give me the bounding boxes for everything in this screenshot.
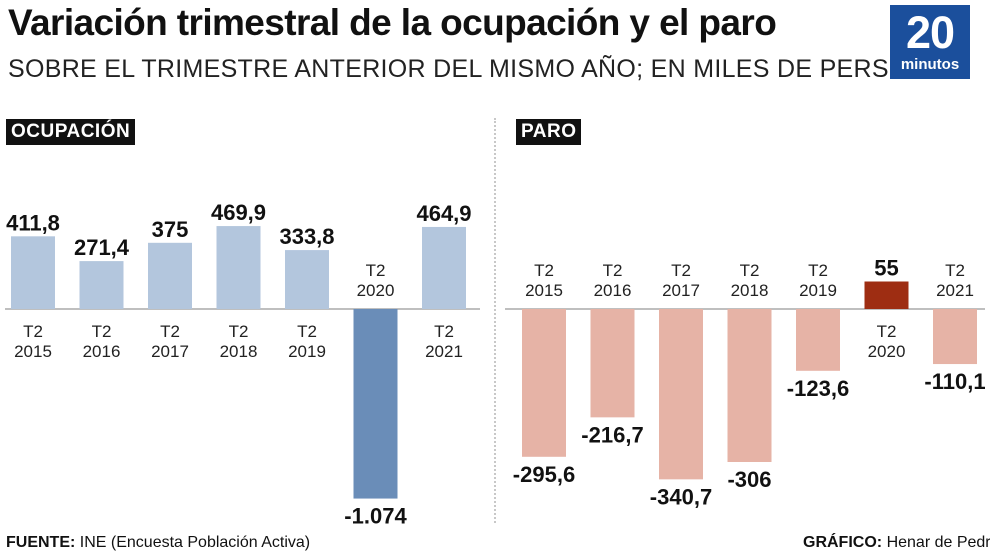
source-label: FUENTE: (6, 534, 76, 551)
paro-bar (864, 281, 909, 309)
ocupacion-category-year: 2021 (425, 342, 463, 361)
ocupacion-value-label: -1.074 (344, 504, 407, 529)
paro-category-year: 2016 (594, 281, 632, 300)
ocupacion-bar (353, 309, 398, 499)
source-text: INE (Encuesta Población Activa) (79, 534, 311, 551)
credit-note: GRÁFICO: Henar de Pedro (803, 534, 990, 552)
paro-category-year: 2019 (799, 281, 837, 300)
ocupacion-category-label: T2 (297, 322, 317, 341)
paro-value-label: -123,6 (787, 376, 849, 401)
ocupacion-category-year: 2019 (288, 342, 326, 361)
paro-bar (590, 309, 635, 418)
paro-category-label: T2 (671, 261, 691, 280)
ocupacion-bar (422, 226, 466, 309)
ocupacion-category-label: T2 (434, 322, 454, 341)
paro-value-label: -340,7 (650, 484, 712, 509)
paro-category-label: T2 (534, 261, 554, 280)
ocupacion-category-year: 2020 (357, 281, 395, 300)
paro-bar (933, 309, 977, 365)
paro-category-label: T2 (808, 261, 828, 280)
ocupacion-value-label: 375 (152, 217, 189, 242)
ocupacion-category-label: T2 (92, 322, 112, 341)
ocupacion-category-label: T2 (366, 261, 386, 280)
paro-value-label: -110,1 (924, 369, 985, 394)
paro-bar (522, 309, 566, 457)
paro-label: PARO (516, 119, 582, 145)
ocupacion-value-label: 464,9 (416, 201, 471, 226)
chart-subtitle: SOBRE EL TRIMESTRE ANTERIOR DEL MISMO AÑ… (8, 55, 961, 83)
credit-label: GRÁFICO: (803, 534, 883, 551)
ocupacion-category-year: 2015 (14, 342, 52, 361)
paro-category-label: T2 (877, 322, 897, 341)
ocupacion-label: OCUPACIÓN (6, 119, 136, 145)
ocupacion-category-label: T2 (160, 322, 180, 341)
paro-value-label: -295,6 (513, 462, 575, 487)
paro-bar (796, 309, 840, 371)
paro-category-label: T2 (603, 261, 623, 280)
chart-title: Variación trimestral de la ocupación y e… (8, 2, 777, 43)
paro-bar (659, 309, 703, 480)
paro-value-label: -216,7 (581, 422, 643, 447)
paro-value-label: -306 (727, 467, 771, 492)
paro-category-label: T2 (945, 261, 965, 280)
credit-text: Henar de Pedro (886, 534, 990, 551)
logo-number: 20 (905, 7, 955, 58)
ocupacion-bar (79, 261, 124, 309)
ocupacion-value-label: 469,9 (211, 200, 266, 225)
paro-category-year: 2021 (936, 281, 974, 300)
ocupacion-bar (148, 242, 192, 309)
ocupacion-category-year: 2017 (151, 342, 189, 361)
paro-category-year: 2017 (662, 281, 700, 300)
paro-value-label: 55 (874, 256, 898, 281)
ocupacion-category-label: T2 (23, 322, 43, 341)
ocupacion-category-year: 2018 (220, 342, 258, 361)
ocupacion-value-label: 333,8 (279, 224, 334, 249)
source-note: FUENTE: INE (Encuesta Población Activa) (6, 534, 310, 552)
paro-category-year: 2020 (868, 342, 906, 361)
paro-category-label: T2 (740, 261, 760, 280)
paro-bar (727, 309, 772, 462)
panel-divider (494, 118, 496, 523)
ocupacion-bar (216, 226, 261, 309)
ocupacion-bar (285, 250, 329, 309)
brand-logo[interactable]: 20 minutos (890, 5, 970, 79)
ocupacion-bar (11, 236, 55, 309)
ocupacion-category-year: 2016 (83, 342, 121, 361)
ocupacion-category-label: T2 (229, 322, 249, 341)
logo-word: minutos (900, 56, 960, 73)
paro-category-year: 2015 (525, 281, 563, 300)
ocupacion-value-label: 411,8 (6, 210, 60, 235)
ocupacion-value-label: 271,4 (74, 235, 130, 260)
paro-category-year: 2018 (731, 281, 769, 300)
